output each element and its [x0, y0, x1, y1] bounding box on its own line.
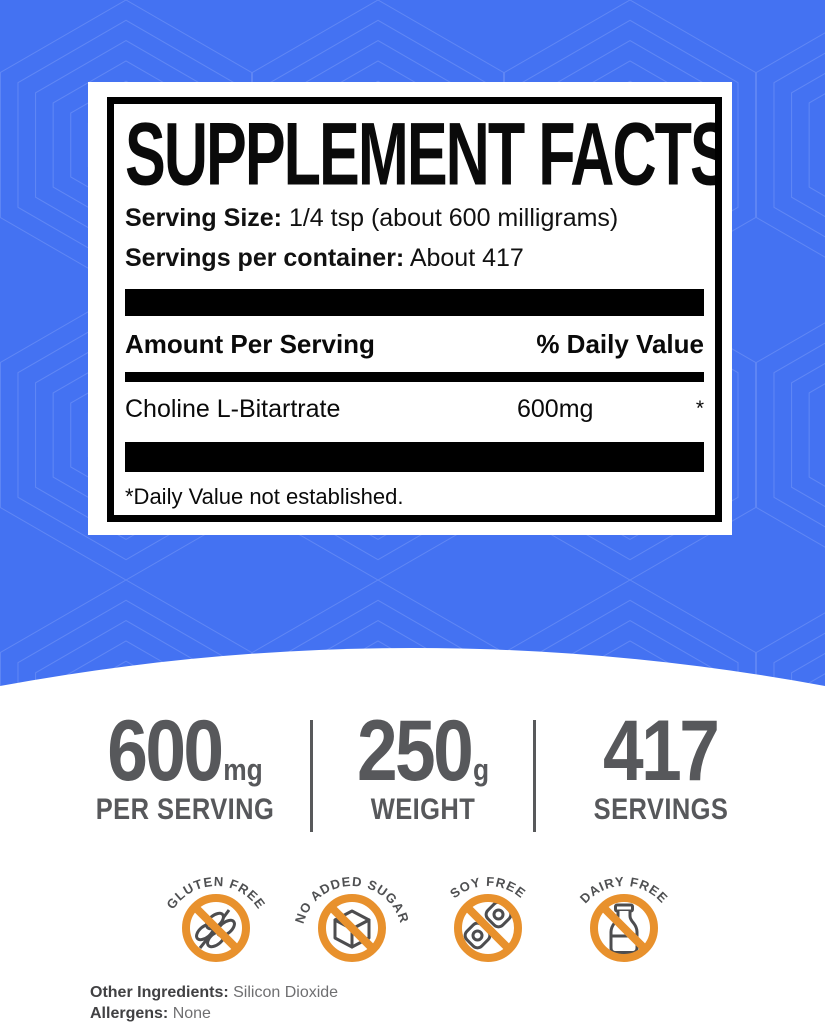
ingredient-daily-value: *: [695, 397, 704, 420]
servings-per-container-label: Servings per container:: [125, 244, 405, 272]
supplement-facts-panel: SUPPLEMENT FACTS Serving Size: 1/4 tsp (…: [88, 82, 732, 535]
stat-value: 600: [107, 703, 224, 799]
prohibited-slash: [464, 904, 511, 952]
stats-divider: [310, 720, 313, 832]
badge-ring: [589, 894, 658, 962]
amount-per-serving-header: Amount Per Serving: [125, 329, 375, 359]
other-ingredients-value: Silicon Dioxide: [228, 984, 339, 1001]
stats-divider: [533, 720, 536, 832]
other-ingredients-line: Other Ingredients: Silicon Dioxide: [90, 982, 338, 1003]
servings-per-container-value: About 417: [404, 244, 524, 272]
svg-text:GLUTEN FREE: GLUTEN FREE: [163, 874, 268, 912]
servings-per-container-line: Servings per container: About 417: [125, 244, 704, 273]
stat-servings: 417 SERVINGS: [536, 703, 786, 832]
no-added-sugar-badge-icon: NO ADDED SUGAR: [291, 874, 411, 962]
free-from-badges: GLUTEN FREE NO ADDED SUGAR: [0, 858, 825, 970]
daily-value-header: % Daily Value: [536, 329, 704, 359]
other-ingredients-label: Other Ingredients:: [90, 984, 229, 1001]
serving-size-value: 1/4 tsp (about 600 milligrams): [282, 204, 619, 232]
ingredient-name: Choline L-Bitartrate: [125, 395, 341, 423]
supplement-facts-title: SUPPLEMENT FACTS: [125, 104, 722, 205]
serving-size-line: Serving Size: 1/4 tsp (about 600 milligr…: [125, 204, 704, 233]
prohibited-slash: [600, 904, 647, 952]
badge-gluten-free: GLUTEN FREE: [155, 858, 277, 970]
stat-value: 250: [356, 703, 474, 799]
allergens-label: Allergens:: [90, 1005, 169, 1022]
soy-free-badge-icon: SOY FREE: [447, 874, 527, 962]
badge-ring: [453, 894, 522, 962]
stat-unit: mg: [223, 752, 263, 787]
ingredient-row: Choline L-Bitartrate 600mg *: [125, 395, 704, 424]
divider-bar-thin: [125, 372, 704, 382]
stat-unit: g: [472, 752, 490, 787]
daily-value-footnote: *Daily Value not established.: [125, 484, 404, 509]
badge-ring: [317, 894, 386, 962]
supplement-facts-title-wrap: SUPPLEMENT FACTS: [125, 105, 715, 204]
allergens-line: Allergens: None: [90, 1003, 338, 1024]
dairy-free-badge-icon: DAIRY FREE: [576, 874, 670, 962]
divider-bar-thick: [125, 289, 704, 316]
stat-label: WEIGHT: [370, 793, 476, 826]
supplement-facts-border: SUPPLEMENT FACTS Serving Size: 1/4 tsp (…: [107, 97, 722, 522]
divider-bar-thick: [125, 442, 704, 472]
ingredients-footer: Other Ingredients: Silicon Dioxide Aller…: [90, 982, 338, 1024]
serving-size-label: Serving Size:: [125, 204, 282, 232]
badge-no-added-sugar: NO ADDED SUGAR: [291, 858, 413, 970]
badge-label: GLUTEN FREE: [163, 874, 267, 912]
badge-ring: [181, 894, 250, 962]
gluten-free-badge-icon: GLUTEN FREE: [163, 874, 268, 962]
ingredient-amount: 600mg: [517, 395, 594, 423]
facts-header-row: Amount Per Serving % Daily Value: [125, 329, 704, 360]
prohibited-slash: [328, 904, 375, 952]
stat-value: 417: [602, 703, 720, 799]
prohibited-slash: [192, 904, 239, 952]
stat-weight: 250 g WEIGHT: [313, 703, 533, 832]
stat-per-serving: 600 mg PER SERVING: [60, 703, 310, 832]
badge-dairy-free: DAIRY FREE: [563, 858, 685, 970]
curved-section-divider: [0, 648, 825, 722]
badge-soy-free: SOY FREE: [427, 858, 549, 970]
stats-strip: 600 mg PER SERVING 250 g WEIGHT 417: [60, 703, 786, 832]
stat-label: PER SERVING: [95, 793, 275, 826]
allergens-value: None: [168, 1005, 211, 1022]
stat-label: SERVINGS: [593, 793, 729, 826]
